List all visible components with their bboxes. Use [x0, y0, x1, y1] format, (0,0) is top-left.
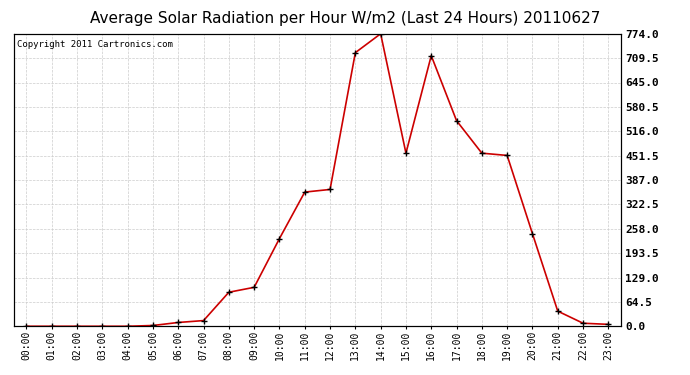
- Text: Copyright 2011 Cartronics.com: Copyright 2011 Cartronics.com: [17, 40, 172, 49]
- Text: Average Solar Radiation per Hour W/m2 (Last 24 Hours) 20110627: Average Solar Radiation per Hour W/m2 (L…: [90, 11, 600, 26]
